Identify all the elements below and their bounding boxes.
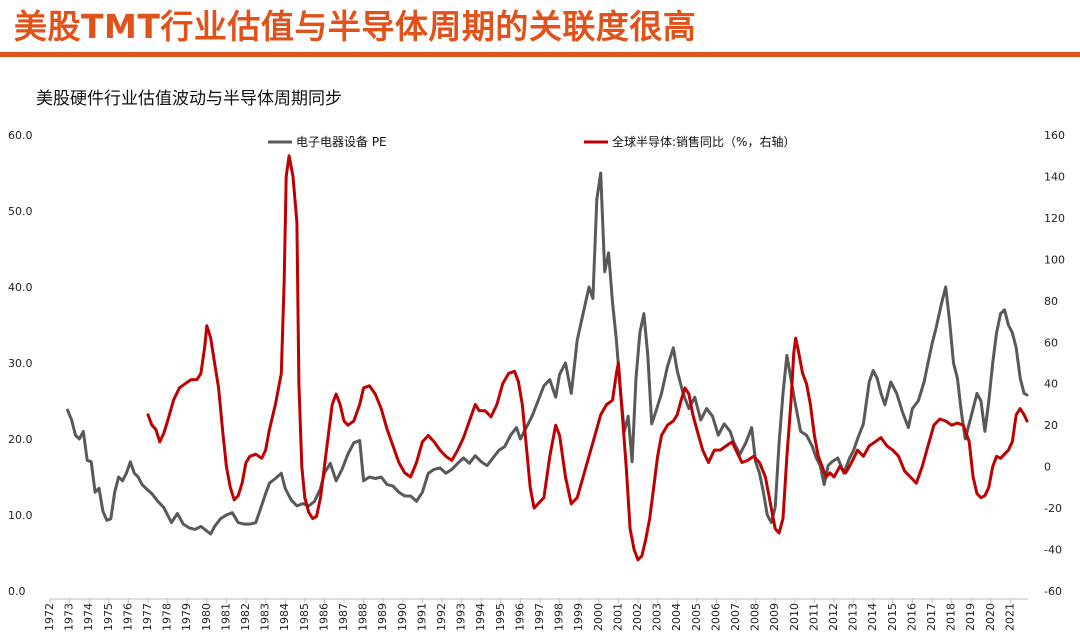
x-tick-label: 1974 (82, 603, 95, 631)
x-tick-label: 2018 (945, 603, 958, 631)
x-tick-label: 2016 (905, 603, 918, 631)
page-title: 美股TMT行业估值与半导体周期的关联度很高 (14, 7, 697, 46)
left-tick-label: 40.0 (8, 281, 33, 294)
x-tick-label: 1997 (533, 603, 546, 631)
x-tick-label: 1973 (63, 603, 76, 631)
right-tick-label: 40 (1044, 378, 1058, 391)
x-tick-label: 1993 (455, 603, 468, 631)
x-tick-label: 1988 (357, 603, 370, 631)
x-tick-label: 1981 (219, 603, 232, 631)
x-tick-label: 1992 (435, 603, 448, 631)
x-tick-label: 2002 (631, 603, 644, 631)
x-tick-label: 1978 (161, 603, 174, 631)
right-tick-label: 60 (1044, 336, 1058, 349)
x-tick-label: 1994 (474, 603, 487, 631)
x-tick-label: 2007 (729, 603, 742, 631)
left-tick-label: 50.0 (8, 205, 33, 218)
right-tick-label: -20 (1044, 502, 1062, 515)
title-underline (0, 52, 1080, 57)
series-layer (66, 154, 1029, 562)
x-tick-label: 1998 (553, 603, 566, 631)
x-tick-label: 2013 (847, 603, 860, 631)
x-tick-label: 2019 (964, 603, 977, 631)
right-y-axis: -60 -40 -20 0 20 40 60 80 100 120 140 160 (1044, 129, 1065, 598)
x-tick-label: 2003 (651, 603, 664, 631)
x-tick-label: 1990 (396, 603, 409, 631)
left-tick-label: 20.0 (8, 433, 33, 446)
x-tick-label: 2010 (788, 603, 801, 631)
x-tick-label: 2020 (984, 603, 997, 631)
right-tick-label: 160 (1044, 129, 1065, 142)
x-tick-label: 1983 (259, 603, 272, 631)
right-tick-label: -60 (1044, 585, 1062, 598)
legend: 电子电器设备 PE 全球半导体:销售同比（%，右轴） (268, 134, 795, 149)
x-tick-label: 1972 (43, 603, 56, 631)
right-tick-label: 20 (1044, 419, 1058, 432)
x-tick-label: 2005 (690, 603, 703, 631)
x-tick-label: 1989 (376, 603, 389, 631)
right-tick-label: 0 (1044, 461, 1051, 474)
x-tick-label: 2000 (592, 603, 605, 631)
x-tick-label: 1980 (200, 603, 213, 631)
x-tick-label: 1975 (102, 603, 115, 631)
x-tick-label: 1982 (239, 603, 252, 631)
left-tick-label: 30.0 (8, 357, 33, 370)
right-tick-label: 120 (1044, 212, 1065, 225)
x-tick-label: 1976 (121, 603, 134, 631)
x-tick-label: 2001 (611, 603, 624, 631)
x-tick-label: 1984 (278, 603, 291, 631)
x-axis: 1972 1973 1974 1975 1976 1977 1978 1979 1980 1981… (43, 598, 1028, 631)
x-tick-label: 2011 (807, 603, 820, 631)
x-tick-label: 1985 (298, 603, 311, 631)
x-tick-label: 2021 (1003, 603, 1016, 631)
x-tick-label: 2009 (768, 603, 781, 631)
x-tick-label: 2008 (749, 603, 762, 631)
x-tick-label: 1986 (317, 603, 330, 631)
left-tick-label: 10.0 (8, 509, 33, 522)
x-tick-label: 2014 (866, 603, 879, 631)
x-tick-label: 2015 (886, 603, 899, 631)
left-y-axis: 0.0 10.0 20.0 30.0 40.0 50.0 60.0 (8, 129, 33, 598)
x-tick-label: 2012 (827, 603, 840, 631)
left-tick-label: 60.0 (8, 129, 33, 142)
x-tick-label: 2006 (709, 603, 722, 631)
legend-label-semi: 全球半导体:销售同比（%，右轴） (612, 134, 795, 149)
right-tick-label: 100 (1044, 253, 1065, 266)
x-tick-label: 1979 (180, 603, 193, 631)
x-tick-label: 1987 (337, 603, 350, 631)
right-tick-label: 140 (1044, 170, 1065, 183)
series-line-pe (66, 171, 1029, 536)
legend-label-pe: 电子电器设备 PE (296, 135, 387, 149)
x-tick-label: 1977 (141, 603, 154, 631)
series-line-semiconductor (146, 154, 1029, 562)
x-tick-label: 1999 (572, 603, 585, 631)
chart-title: 美股硬件行业估值波动与半导体周期同步 (36, 89, 342, 109)
right-tick-label: 80 (1044, 295, 1058, 308)
x-tick-label: 2017 (925, 603, 938, 631)
x-tick-label: 1996 (513, 603, 526, 631)
x-tick-label: 1995 (494, 603, 507, 631)
x-tick-label: 1991 (415, 603, 428, 631)
left-tick-label: 0.0 (8, 585, 26, 598)
x-tick-label: 2004 (670, 603, 683, 631)
right-tick-label: -40 (1044, 544, 1062, 557)
